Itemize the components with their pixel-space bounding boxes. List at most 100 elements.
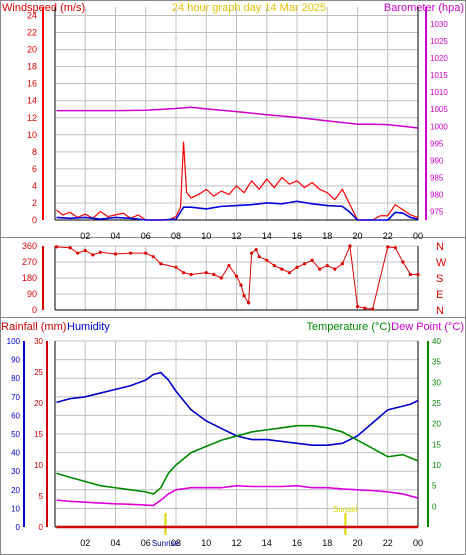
barometer-tick-label: 1030 [430,20,448,29]
bottom-x-tick-label: 02 [80,538,90,548]
humidity-tick-label: 50 [11,430,20,439]
windspeed-tick-label: 22 [27,28,37,38]
top-x-tick-label: 10 [201,231,211,241]
top-x-tick-label: 18 [322,231,332,241]
windspeed-tick-label: 2 [32,198,37,208]
temperature-tick-label: 0 [432,502,437,511]
temperature-axis-title: Temperature (°C) [307,321,391,333]
top-x-tick-label: 00 [413,231,423,241]
top-x-tick-label: 08 [171,231,181,241]
bottom-x-tick-label: 14 [262,538,272,548]
temperature-tick-label: 25 [432,399,441,408]
barometer-tick-label: 1025 [430,37,448,46]
windspeed-tick-label: 10 [27,130,37,140]
top-x-tick-label: 06 [141,231,151,241]
windspeed-tick-label: 24 [27,11,37,21]
temperature-tick-label: 40 [432,337,441,346]
graph-title: 24 hour graph day 14 Mar 2025 [172,2,326,14]
windspeed-tick-label: 0 [32,215,37,225]
bottom-x-tick-label: 08 [171,538,181,548]
dewpoint-axis-title: Dew Point (°C) [391,321,464,333]
top-x-tick-label: 02 [80,231,90,241]
humidity-tick-label: 0 [16,523,21,532]
bottom-x-tick-label: 16 [292,538,302,548]
humidity-line [56,371,419,446]
direction-tick-label: 90 [27,289,37,299]
barometer-tick-label: 980 [430,190,444,199]
humidity-tick-label: 30 [11,467,20,476]
windspeed-tick-label: 20 [27,45,37,55]
bottom-x-tick-label: 10 [201,538,211,548]
rainfall-tick-label: 5 [39,492,44,501]
windspeed-tick-label: 14 [27,96,37,106]
sunrise-label: Sunrise [152,539,180,548]
bottom-x-tick-label: 22 [383,538,393,548]
barometer-tick-label: 1015 [430,71,448,80]
direction-tick-label: 360 [22,241,37,251]
temperature-tick-label: 15 [432,440,441,449]
rainfall-tick-label: 30 [34,337,43,346]
rainfall-tick-label: 20 [34,399,43,408]
windspeed-tick-label: 4 [32,181,37,191]
panel-border-top [0,0,466,238]
windspeed-tick-label: 8 [32,147,37,157]
wind-average-line [56,200,419,221]
barometer-tick-label: 990 [430,156,444,165]
windspeed-tick-label: 18 [27,62,37,72]
top-x-tick-label: 12 [231,231,241,241]
panel-border-bottom [0,317,466,555]
top-x-tick-label: 20 [352,231,362,241]
windspeed-tick-label: 12 [27,113,37,123]
bottom-x-tick-label: 00 [413,538,423,548]
top-x-tick-label: 22 [383,231,393,241]
rainfall-tick-label: 15 [34,430,43,439]
direction-tick-label: 180 [22,273,37,283]
barometer-tick-label: 1010 [430,88,448,97]
barometer-tick-label: 975 [430,207,444,216]
humidity-tick-label: 90 [11,356,20,365]
compass-label: W [436,257,447,269]
rainfall-tick-label: 0 [39,523,44,532]
barometer-tick-label: 1005 [430,105,448,114]
top-x-tick-label: 14 [262,231,272,241]
barometer-tick-label: 1020 [430,54,448,63]
barometer-tick-label: 995 [430,139,444,148]
humidity-tick-label: 80 [11,374,20,383]
barometer-line [56,106,419,129]
rainfall-tick-label: 25 [34,368,43,377]
temperature-tick-label: 10 [432,461,441,470]
humidity-tick-label: 70 [11,393,20,402]
barometer-axis-title: Barometer (hpa) [384,2,464,14]
humidity-tick-label: 100 [7,337,21,346]
direction-trace [56,244,418,310]
top-x-tick-label: 16 [292,231,302,241]
compass-label: N [436,305,444,317]
temperature-tick-label: 20 [432,420,441,429]
dewpoint-line [56,484,419,507]
compass-label: S [436,273,443,285]
rainfall-tick-label: 10 [34,461,43,470]
bottom-x-tick-label: 12 [231,538,241,548]
barometer-tick-label: 1000 [430,122,448,131]
windspeed-tick-label: 16 [27,79,37,89]
compass-label: N [436,241,444,253]
direction-tick-label: 0 [32,305,37,315]
bottom-x-tick-label: 18 [322,538,332,548]
direction-tick-label: 270 [22,257,37,267]
top-x-tick-label: 04 [110,231,120,241]
wind-gust-line [56,141,419,221]
bottom-x-tick-label: 20 [352,538,362,548]
humidity-tick-label: 40 [11,449,20,458]
temperature-tick-label: 35 [432,358,441,367]
bottom-x-tick-label: 04 [110,538,120,548]
windspeed-tick-label: 6 [32,164,37,174]
humidity-tick-label: 10 [11,504,20,513]
temperature-tick-label: 30 [432,378,441,387]
temperature-line [56,424,419,495]
compass-label: E [436,289,443,301]
humidity-tick-label: 60 [11,411,20,420]
rainfall-axis-title: Rainfall (mm) [1,321,66,333]
temperature-tick-label: 5 [432,482,437,491]
humidity-tick-label: 20 [11,486,20,495]
